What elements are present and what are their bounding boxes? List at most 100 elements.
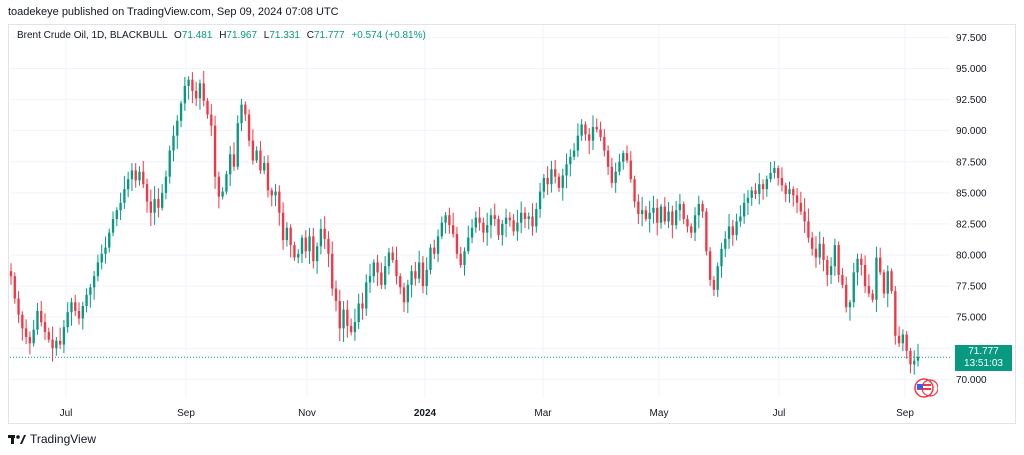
candle <box>221 187 224 200</box>
candle-body <box>474 217 478 228</box>
candle-body <box>187 79 190 86</box>
candle <box>765 175 769 197</box>
low-value: 71.331 <box>269 30 300 41</box>
candle <box>259 141 262 174</box>
candle <box>372 259 375 283</box>
candle <box>115 207 118 227</box>
candle-body <box>867 286 871 294</box>
candle-body <box>652 207 655 213</box>
candle <box>111 211 115 237</box>
us-flag-icon[interactable] <box>910 378 938 398</box>
candle-body <box>312 236 315 262</box>
chart-legend: Brent Crude Oil, 1D, BLACKBULL O71.481 H… <box>17 30 426 41</box>
candle-body <box>278 191 281 213</box>
candle-body <box>440 222 443 237</box>
candle <box>13 272 16 304</box>
candle <box>406 279 409 314</box>
candle <box>554 159 557 184</box>
candle-body <box>894 291 897 336</box>
chart-frame[interactable] <box>8 24 1016 424</box>
candle-body <box>210 114 213 126</box>
candle-body <box>538 191 542 210</box>
candle-body <box>470 227 474 238</box>
candle-body <box>640 210 644 214</box>
candle <box>334 280 338 312</box>
candle-body <box>467 237 470 252</box>
candle-body <box>111 218 115 233</box>
candle-body <box>225 174 228 192</box>
candle <box>300 234 304 263</box>
candle <box>149 189 153 227</box>
candle-body <box>482 222 485 233</box>
candle-body <box>716 266 719 290</box>
candle <box>463 247 466 276</box>
candle <box>746 190 750 215</box>
y-tick-label: 82.500 <box>956 219 987 230</box>
x-tick-label: Sep <box>177 408 195 419</box>
candle-body <box>516 222 519 232</box>
candle <box>486 212 489 246</box>
candle-body <box>115 210 118 219</box>
candle <box>882 269 886 299</box>
tradingview-brand[interactable]: TradingView <box>8 432 96 446</box>
candle-body <box>682 204 685 219</box>
candle-body <box>406 284 409 303</box>
candle-body <box>198 83 202 99</box>
candle <box>776 165 780 186</box>
candle-body <box>697 204 700 216</box>
candle-body <box>822 243 825 260</box>
candle <box>727 213 731 249</box>
candle-body <box>32 329 35 344</box>
candle <box>455 226 459 259</box>
candle <box>176 115 179 149</box>
candle <box>890 268 893 294</box>
candle <box>527 212 530 230</box>
x-tick-label: Jul <box>773 408 786 419</box>
candle <box>70 297 73 326</box>
candle-body <box>708 251 712 280</box>
publisher-line: toadekeye published on TradingView.com, … <box>8 6 339 18</box>
candle-body <box>501 223 504 236</box>
candle <box>40 300 43 327</box>
candle <box>690 223 693 238</box>
candle <box>213 115 217 189</box>
candle <box>157 188 160 218</box>
candle-body <box>100 253 103 263</box>
candle <box>909 347 912 374</box>
candle-body <box>323 228 326 239</box>
candle <box>62 319 66 354</box>
candle <box>716 262 719 297</box>
candle-body <box>508 217 512 221</box>
candle-body <box>690 226 693 233</box>
candle <box>361 292 364 320</box>
candle <box>474 211 478 233</box>
candle <box>263 156 266 175</box>
candle <box>47 327 50 343</box>
candle <box>712 276 716 296</box>
candle <box>293 241 296 261</box>
candle <box>429 244 432 275</box>
candle-body <box>875 257 878 300</box>
candle <box>569 149 572 177</box>
candle-body <box>315 246 319 262</box>
candle-body <box>901 334 905 344</box>
candle-body <box>584 124 587 135</box>
candle <box>247 109 251 147</box>
candle <box>96 254 100 282</box>
candle <box>829 257 833 285</box>
candle <box>788 181 791 203</box>
candle <box>410 265 413 298</box>
candle <box>758 172 761 205</box>
candle <box>376 254 379 286</box>
candle-body <box>134 170 137 181</box>
candle-body <box>572 150 576 157</box>
candle <box>55 336 58 356</box>
candle <box>191 72 194 104</box>
candle <box>826 255 829 287</box>
candle-body <box>674 210 678 226</box>
candle <box>183 76 187 111</box>
candle-body <box>9 271 13 277</box>
candle-body <box>826 259 829 275</box>
candle-body <box>837 245 840 275</box>
